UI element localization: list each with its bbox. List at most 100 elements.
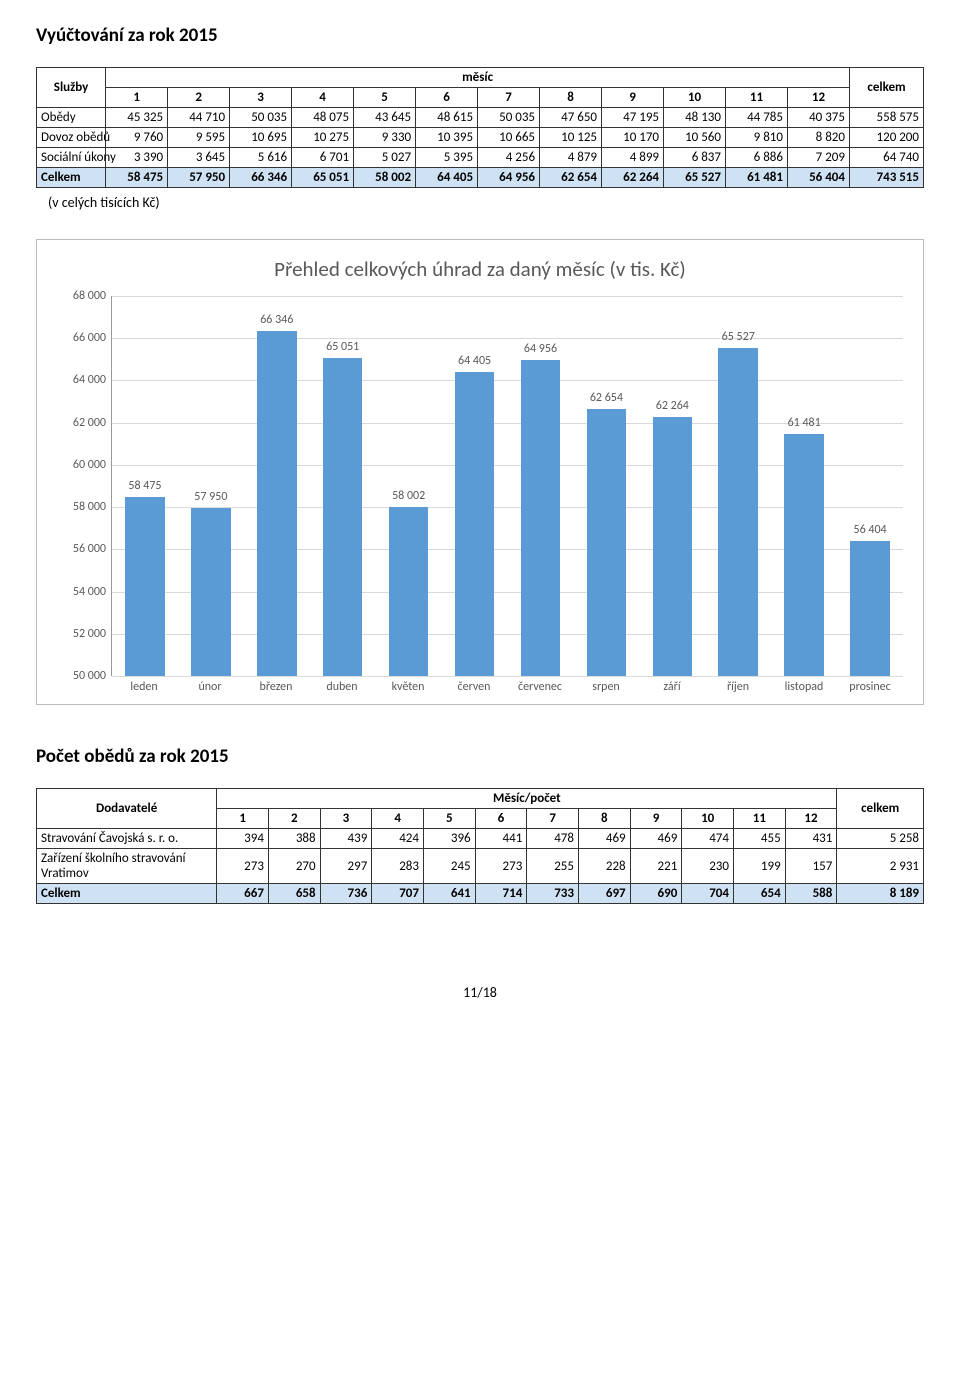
cell: 255: [527, 849, 579, 884]
chart-bar-column: 64 405: [442, 296, 508, 676]
table-row: Dovoz obědů9 7609 59510 69510 2759 33010…: [37, 128, 924, 148]
chart-ytick-label: 52 000: [52, 627, 106, 641]
th-month: 7: [478, 88, 540, 108]
total-cell: 658: [268, 884, 320, 904]
chart-bar: 58 475: [125, 497, 165, 676]
chart-ytick-label: 66 000: [52, 331, 106, 345]
section1-title: Vyúčtování za rok 2015: [36, 24, 924, 47]
chart-xtick-label: září: [639, 680, 705, 694]
chart-xtick-label: březen: [243, 680, 309, 694]
cell: 9 595: [168, 128, 230, 148]
cell: 230: [682, 849, 734, 884]
chart-bar-column: 58 002: [376, 296, 442, 676]
chart-xtick-label: říjen: [705, 680, 771, 694]
chart-xtick-label: červenec: [507, 680, 573, 694]
chart-bar: 62 264: [653, 417, 693, 676]
total-cell: 65 527: [664, 168, 726, 188]
chart-xtick-label: červen: [441, 680, 507, 694]
cell: 48 075: [292, 108, 354, 128]
row-label: Dovoz obědů: [37, 128, 106, 148]
chart-bar-label: 65 527: [718, 330, 758, 348]
cell: 228: [578, 849, 630, 884]
chart-bar-label: 62 264: [653, 399, 693, 417]
cell: 439: [320, 829, 372, 849]
row-total: 120 200: [849, 128, 923, 148]
row-total: 5 258: [837, 829, 924, 849]
total-cell: 736: [320, 884, 372, 904]
table-row: Zařízení školního stravování Vratimov273…: [37, 849, 924, 884]
cell: 469: [630, 829, 682, 849]
cell: 394: [217, 829, 269, 849]
cell: 10 560: [664, 128, 726, 148]
table-vyuctovani: Služby měsíc celkem 123456789101112 Oběd…: [36, 67, 924, 188]
chart-plot-area: 50 00052 00054 00056 00058 00060 00062 0…: [111, 296, 903, 676]
chart-bar-label: 62 654: [587, 391, 627, 409]
chart-bar-column: 65 051: [310, 296, 376, 676]
table-pocet-obedu: Dodavatelé Měsíc/počet celkem 1234567891…: [36, 788, 924, 904]
cell: 4 879: [540, 148, 602, 168]
chart-ytick-label: 64 000: [52, 373, 106, 387]
chart-ytick-label: 58 000: [52, 500, 106, 514]
section2-title: Počet obědů za rok 2015: [36, 745, 924, 768]
total-row: Celkem58 47557 95066 34665 05158 00264 4…: [37, 168, 924, 188]
chart-bar-label: 66 346: [257, 313, 297, 331]
total-cell: 704: [682, 884, 734, 904]
chart-bar-column: 57 950: [178, 296, 244, 676]
total-cell: 588: [785, 884, 837, 904]
chart-bar-column: 64 956: [508, 296, 574, 676]
total-cell: 66 346: [230, 168, 292, 188]
chart-xtick-label: únor: [177, 680, 243, 694]
table-row: Stravování Čavojská s. r. o.394388439424…: [37, 829, 924, 849]
th-month: 1: [106, 88, 168, 108]
total-label: Celkem: [37, 884, 217, 904]
row-label: Sociální úkony: [37, 148, 106, 168]
th-month: 7: [527, 809, 579, 829]
cell: 283: [372, 849, 424, 884]
cell: 10 395: [416, 128, 478, 148]
th-month: 2: [268, 809, 320, 829]
cell: 270: [268, 849, 320, 884]
chart-bar: 61 481: [784, 434, 824, 676]
cell: 50 035: [230, 108, 292, 128]
cell: 245: [423, 849, 475, 884]
total-cell: 65 051: [292, 168, 354, 188]
cell: 5 616: [230, 148, 292, 168]
total-cell: 61 481: [725, 168, 787, 188]
total-cell: 62 654: [540, 168, 602, 188]
chart-bar-column: 66 346: [244, 296, 310, 676]
chart-bar-label: 61 481: [784, 416, 824, 434]
cell: 43 645: [354, 108, 416, 128]
th-month: 3: [320, 809, 372, 829]
th-mesic: měsíc: [106, 68, 850, 88]
cell: 273: [475, 849, 527, 884]
cell: 474: [682, 829, 734, 849]
total-cell: 667: [217, 884, 269, 904]
th-month: 6: [475, 809, 527, 829]
total-cell: 58 475: [106, 168, 168, 188]
cell: 48 615: [416, 108, 478, 128]
chart-bar-column: 62 264: [639, 296, 705, 676]
cell: 48 130: [664, 108, 726, 128]
chart-bar: 65 051: [323, 358, 363, 676]
total-cell: 654: [734, 884, 786, 904]
chart-bar-label: 64 405: [455, 354, 495, 372]
chart-bar-column: 65 527: [705, 296, 771, 676]
th-month: 10: [664, 88, 726, 108]
th-month: 12: [785, 809, 837, 829]
total-cell: 56 404: [787, 168, 849, 188]
cell: 10 695: [230, 128, 292, 148]
total-cell: 733: [527, 884, 579, 904]
cell: 45 325: [106, 108, 168, 128]
total-cell: 697: [578, 884, 630, 904]
chart-bar: 64 405: [455, 372, 495, 676]
cell: 273: [217, 849, 269, 884]
chart-xtick-label: srpen: [573, 680, 639, 694]
page-number: 11/18: [36, 984, 924, 1001]
chart-bar: 56 404: [850, 541, 890, 676]
cell: 431: [785, 829, 837, 849]
total-cell: 62 264: [602, 168, 664, 188]
th-month: 6: [416, 88, 478, 108]
th-month: 10: [682, 809, 734, 829]
grand-total: 743 515: [849, 168, 923, 188]
cell: 6 837: [664, 148, 726, 168]
